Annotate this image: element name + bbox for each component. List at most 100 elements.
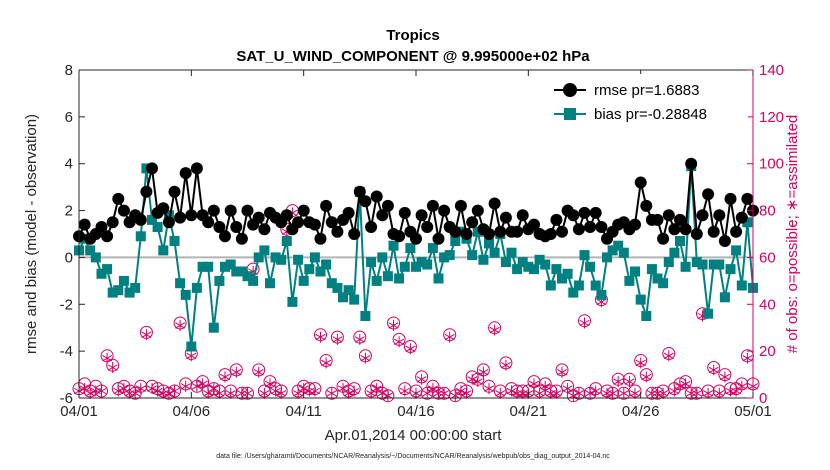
rmse-point (190, 162, 203, 175)
obs-possible-point (572, 386, 586, 400)
obs-possible-point (95, 384, 108, 398)
obs-possible-point (168, 384, 181, 398)
y-tick-label: 2 (65, 203, 73, 220)
obs-assimilated-point (259, 387, 270, 399)
rmse-point (381, 199, 394, 212)
obs-assimilated-point (405, 343, 416, 355)
bias-point (540, 259, 551, 270)
rmse-point (241, 204, 254, 217)
bias-point (562, 268, 573, 279)
obs-assimilated-point (691, 387, 702, 399)
rmse-point (702, 188, 715, 201)
bias-point (697, 259, 708, 270)
x-tick-label: 04/21 (510, 403, 548, 420)
x-tick-label: 04/01 (60, 403, 98, 420)
rmse-point (365, 221, 378, 233)
rmse-point (325, 216, 338, 229)
rmse-point (696, 209, 709, 222)
obs-assimilated-point (629, 387, 641, 399)
rmse-point (359, 195, 372, 208)
bias-point (85, 245, 96, 256)
rmse-point (235, 232, 248, 245)
bias-point (439, 252, 450, 263)
rmse-point (106, 216, 119, 229)
y-tick-label: 0 (65, 249, 73, 266)
rmse-point (174, 211, 187, 224)
rmse-point (578, 206, 591, 219)
x-axis-ticks: 04/01 04/06 04/11 04/16 04/21 04/26 05/01 (60, 70, 772, 420)
legend-bias-label: bias pr=-0.28848 (594, 106, 707, 123)
obs-assimilated-point (444, 331, 455, 343)
obs-assimilated-point (658, 387, 669, 399)
obs-count-layer (72, 204, 760, 403)
bias-point (742, 217, 753, 228)
bias-point (725, 264, 736, 275)
obs-assimilated-point (242, 387, 253, 399)
y2-tick-label: 20 (759, 343, 776, 360)
bias-point (534, 254, 545, 265)
bias-point (287, 296, 298, 307)
y2-tick-label: 80 (759, 203, 776, 220)
bias-point (641, 311, 652, 321)
obs-assimilated-point (354, 333, 365, 345)
x-tick-label: 04/26 (622, 403, 660, 420)
obs-assimilated-point (416, 373, 427, 385)
bias-point (214, 275, 225, 286)
rmse-point (207, 204, 220, 217)
chart-subtitle: SAT_U_WIND_COMPONENT @ 9.995000e+02 hPa (236, 48, 590, 65)
bias-point (731, 245, 742, 256)
bias-point (152, 222, 163, 232)
bias-point (102, 264, 113, 275)
bias-point (197, 261, 208, 272)
rmse-point (202, 216, 215, 229)
bias-point (590, 280, 601, 291)
bias-point (411, 261, 421, 272)
bias-point (635, 294, 646, 305)
obs-assimilated-point (478, 366, 489, 378)
bias-point (405, 243, 416, 254)
bias-point (203, 261, 214, 272)
rmse-point (78, 218, 91, 231)
bias-point (343, 285, 354, 296)
rmse-point (421, 221, 434, 233)
bias-point (118, 275, 129, 286)
y-tick-label: 8 (65, 62, 73, 79)
bias-point (163, 210, 174, 221)
bias-point (349, 294, 360, 305)
rmse-point (516, 209, 529, 222)
obs-assimilated-point (186, 350, 197, 362)
x-tick-label: 05/01 (734, 403, 772, 420)
bias-point (186, 341, 197, 352)
bias-point (719, 292, 730, 303)
rmse-point (101, 230, 114, 243)
y-tick-label: -6 (60, 390, 73, 407)
bias-point (281, 236, 292, 246)
bias-point (293, 254, 304, 265)
rmse-point (376, 209, 389, 222)
obs-assimilated-point (742, 352, 753, 364)
y-tick-label: 6 (65, 109, 73, 126)
obs-assimilated-point (641, 371, 652, 383)
rmse-point (550, 213, 563, 226)
obs-assimilated-point (175, 319, 186, 331)
y2-axis-ticks: 0 20 40 60 80 100 120 140 (747, 62, 784, 407)
y-axis-label: rmse and bias (model - observation) (23, 114, 40, 354)
rmse-point (679, 223, 692, 236)
obs-assimilated-point (309, 385, 320, 397)
rmse-point (168, 185, 181, 198)
rmse-point (219, 230, 231, 243)
bias-point (169, 236, 180, 246)
obs-assimilated-point (703, 387, 714, 399)
bias-point (607, 245, 618, 256)
bias-point (467, 250, 478, 261)
bias-point (394, 273, 405, 284)
obs-assimilated-point (394, 336, 405, 348)
rmse-point (314, 232, 327, 245)
obs-assimilated-point (618, 387, 629, 399)
y2-axis-label: # of obs: o=possible; ∗=assimilated (784, 115, 801, 354)
rmse-point (685, 157, 698, 170)
y-axis-ticks: -6 -4 -2 0 2 4 6 8 (60, 62, 85, 407)
bias-point (265, 278, 275, 289)
rmse-point (651, 213, 664, 226)
bias-point (529, 264, 539, 275)
